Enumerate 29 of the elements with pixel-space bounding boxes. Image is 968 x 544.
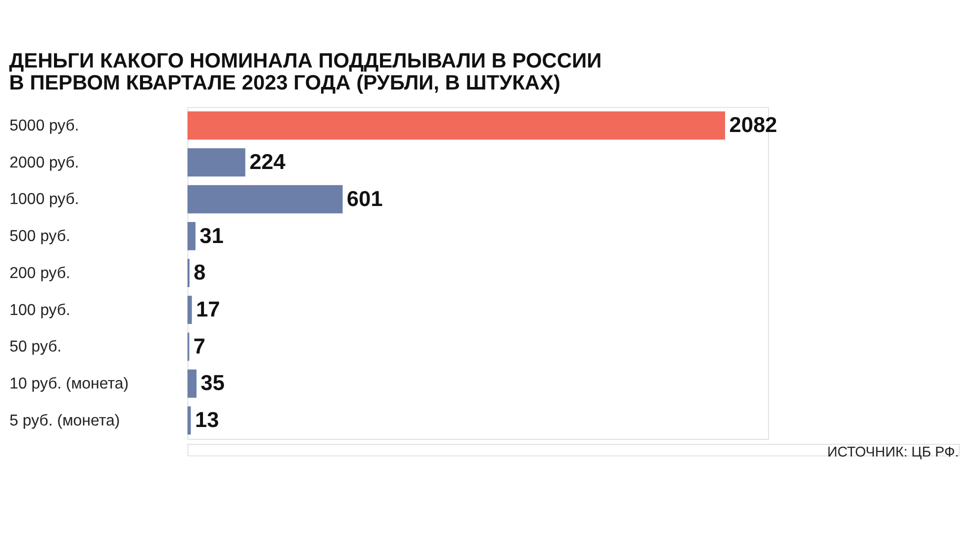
data-label: 31: [200, 222, 224, 248]
data-label: 35: [200, 370, 225, 396]
data-label: 601: [346, 186, 383, 211]
bar: [187, 296, 192, 324]
bar: [187, 406, 191, 435]
data-label: 8: [194, 260, 206, 285]
text: ИСТОЧНИК: ЦБ РФ.: [827, 443, 959, 460]
y-tick-label: 50 руб.: [10, 338, 62, 356]
y-tick-label: 5 руб. (монета): [10, 412, 120, 430]
data-label: 7: [193, 333, 206, 358]
y-tick-label: 10 руб. (монета): [10, 376, 129, 393]
y-tick-label: 5000 руб.: [10, 118, 79, 135]
bar: [187, 111, 726, 140]
bar: [187, 369, 196, 398]
data-label: 17: [196, 296, 220, 322]
y-tick-label: 1000 руб.: [10, 191, 79, 208]
y-tick-label: 200 руб.: [10, 264, 70, 282]
text: В ПЕРВОМ КВАРТАЛЕ 2023 ГОДА (РУБЛИ, В ШТУКАХ): [9, 72, 560, 95]
bar: [187, 258, 190, 288]
text: ДЕНЬГИ КАКОГО НОМИНАЛА ПОДДЕЛЫВАЛИ В РОССИИ: [9, 49, 602, 72]
data-label: 13: [194, 407, 219, 432]
y-tick-label: 2000 руб.: [10, 154, 79, 172]
data-label: 224: [249, 149, 286, 174]
y-tick-label: 500 руб.: [10, 228, 70, 246]
data-label: 2082: [729, 112, 778, 138]
bar: [187, 222, 196, 250]
y-tick-label: 100 руб.: [10, 302, 70, 319]
bar: [187, 148, 246, 176]
bar: [187, 185, 343, 214]
